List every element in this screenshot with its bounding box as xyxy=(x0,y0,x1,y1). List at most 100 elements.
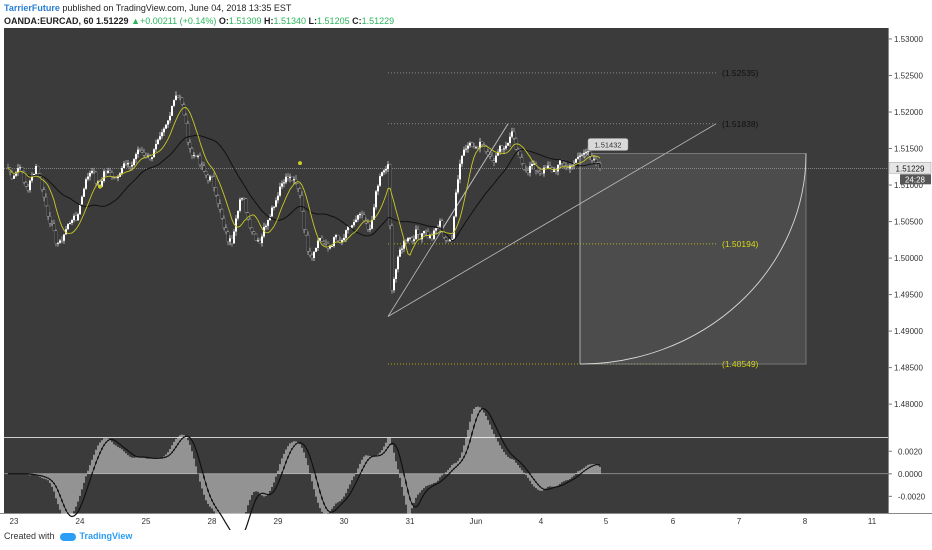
candle-body xyxy=(387,164,389,169)
candle-body xyxy=(566,167,570,169)
candle-body xyxy=(267,220,269,226)
ohlc-line: OANDA:EURCAD, 60 1.51229 ▲+0.00211 (+0.1… xyxy=(4,16,394,26)
candle-body xyxy=(509,136,511,143)
candle-body xyxy=(63,234,65,241)
candle-body xyxy=(308,251,312,256)
candle-body xyxy=(50,223,54,225)
candle-body xyxy=(534,163,538,171)
candle-body xyxy=(35,166,37,174)
candle-body xyxy=(36,165,40,174)
candle-body xyxy=(371,219,373,229)
macd-tick-label: -0.0020 xyxy=(898,492,926,501)
x-tick-label: 28 xyxy=(208,517,217,526)
candle-body xyxy=(91,170,93,173)
symbol-label[interactable]: OANDA:EURCAD, 60 xyxy=(4,16,94,26)
candle-body xyxy=(85,179,87,189)
macd-signal-line xyxy=(8,407,601,530)
candle-body xyxy=(167,120,169,125)
macd-histogram xyxy=(27,406,601,530)
time-axis xyxy=(0,513,932,527)
countdown-tag xyxy=(900,174,931,185)
candle-body xyxy=(469,142,471,146)
candle-body xyxy=(244,198,248,213)
candle-body xyxy=(182,104,186,116)
candle-body xyxy=(359,213,361,216)
candle-body xyxy=(540,172,544,175)
y-tick-label: 1.52500 xyxy=(894,71,923,80)
candle-body xyxy=(326,243,330,249)
y-tick-label: 1.51500 xyxy=(894,145,923,154)
candle-body xyxy=(424,230,428,233)
candle-body xyxy=(31,175,33,181)
candle-body xyxy=(261,236,263,244)
candle-body xyxy=(430,235,434,240)
candle-body xyxy=(212,176,216,188)
y-tick-label: 1.49000 xyxy=(894,327,923,336)
candle-body xyxy=(355,219,357,223)
candle-body xyxy=(269,216,271,221)
price-chart[interactable]: 1.53000 1.52500 1.52000 1.51500 1.51000 1.505… xyxy=(0,28,932,530)
candle-body xyxy=(390,225,394,291)
candle-body xyxy=(388,164,392,226)
candle-body xyxy=(17,168,19,173)
fib-level-label: (1.52535) xyxy=(722,68,759,78)
tradingview-brand[interactable]: TradingView xyxy=(79,531,133,541)
candle-body xyxy=(577,156,579,159)
candle-body xyxy=(594,159,598,164)
candle-body xyxy=(507,142,509,146)
candle-body xyxy=(286,176,290,179)
candle-body xyxy=(137,149,139,155)
macd-pane xyxy=(4,438,888,513)
candle-body xyxy=(423,230,425,234)
publish-line: TarrierFuture published on TradingView.c… xyxy=(4,3,291,13)
candle-body xyxy=(449,239,451,241)
candle-body xyxy=(360,213,364,216)
x-tick-label: 5 xyxy=(604,517,609,526)
x-tick-label: 24 xyxy=(76,517,85,526)
candle-body xyxy=(180,97,184,105)
macd-tick-label: 0.0020 xyxy=(898,447,923,456)
candle-body xyxy=(467,145,469,149)
candle-body xyxy=(497,151,499,156)
candle-body xyxy=(92,170,96,173)
chart-header: TarrierFuture published on TradingView.c… xyxy=(4,2,928,28)
candle-body xyxy=(285,176,287,183)
candle-body xyxy=(176,95,180,98)
candle-body xyxy=(190,148,194,156)
candle-body xyxy=(250,227,254,232)
candle-body xyxy=(133,159,135,165)
candle-body xyxy=(24,182,28,187)
author-name[interactable]: TarrierFuture xyxy=(4,3,60,13)
candle-body xyxy=(52,223,56,232)
candle-body xyxy=(302,210,306,230)
candle-body xyxy=(175,95,177,101)
candle-body xyxy=(385,168,387,171)
low-value: 1.51205 xyxy=(317,16,350,26)
candle-body xyxy=(399,249,401,257)
x-tick-label: 4 xyxy=(539,517,544,526)
candle-body xyxy=(290,176,294,181)
price-callout-label: 1.51432 xyxy=(594,140,621,149)
candle-body xyxy=(277,195,279,201)
candle-body xyxy=(383,170,385,173)
open-label: O: xyxy=(218,16,229,26)
candle-body xyxy=(324,243,328,245)
candle-body xyxy=(341,240,343,243)
candle-body xyxy=(511,131,513,137)
candle-body xyxy=(336,234,340,241)
candle-body xyxy=(104,171,108,174)
candle-body xyxy=(375,191,377,208)
x-tick-label: 30 xyxy=(340,517,349,526)
candle-body xyxy=(451,238,453,240)
candle-body xyxy=(246,212,250,220)
candle-body xyxy=(377,185,379,192)
candle-body xyxy=(585,151,587,153)
candle-body xyxy=(87,176,89,180)
candle-body xyxy=(484,145,488,152)
candle-body xyxy=(142,152,146,156)
candle-body xyxy=(254,233,258,241)
candle-body xyxy=(131,164,133,167)
candle-body xyxy=(40,176,44,190)
y-tick-label: 1.48500 xyxy=(894,364,923,373)
candle-body xyxy=(59,240,61,243)
